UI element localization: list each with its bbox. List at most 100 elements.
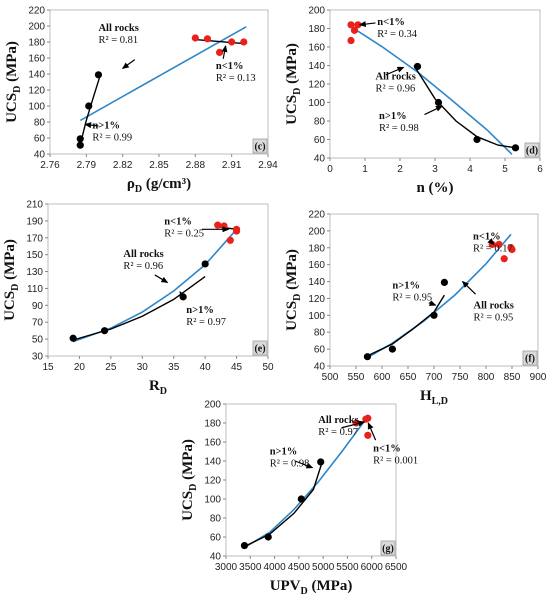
y-axis-label: UCSD (MPa)	[2, 239, 21, 321]
x-tick-label: 6500	[385, 562, 408, 573]
y-tick-label: 200	[308, 6, 325, 17]
y-tick-label: 80	[34, 118, 46, 129]
y-axis-label: UCSD (MPa)	[4, 41, 23, 123]
y-tick-label: 160	[204, 438, 221, 449]
annotation-arrow	[84, 122, 99, 129]
fit-line-all-rocks	[79, 26, 247, 122]
y-tick-label: 170	[26, 233, 43, 244]
annotation-text: R² = 0.001	[373, 456, 418, 467]
x-tick-label: 800	[478, 372, 495, 383]
annotation-arrow	[121, 59, 136, 69]
annotation-arrow	[424, 105, 443, 116]
y-tick-label: 120	[308, 80, 325, 91]
y-axis-label: UCSD (MPa)	[180, 439, 199, 521]
chart-panel: 40 60 80 100 120 140 160 180 200 3000 3500 4000 4500…	[180, 400, 418, 598]
x-tick-label: 2.82	[113, 160, 133, 171]
data-point	[100, 327, 109, 335]
data-point	[240, 541, 249, 550]
y-tick-label: 100	[308, 311, 325, 322]
data-point	[203, 35, 212, 43]
data-point	[347, 36, 355, 45]
y-tick-label: 100	[204, 495, 221, 506]
annotation-text: n<1%	[216, 61, 244, 72]
x-axis-label: ρD (g/cm³)	[127, 176, 191, 195]
y-axis-label: UCSD (MPa)	[284, 43, 303, 125]
y-tick-label: 100	[308, 98, 325, 109]
annotation-text: R² = 0.97	[186, 317, 226, 328]
annotation-arrow	[358, 21, 376, 28]
data-point	[508, 245, 516, 254]
y-tick-label: 120	[204, 476, 221, 487]
fit-line-group	[413, 65, 516, 149]
y-tick-label: 40	[314, 362, 326, 373]
data-point	[297, 495, 305, 503]
data-point	[364, 431, 372, 439]
x-tick-label: 4	[467, 164, 473, 175]
x-tick-label: 3500	[239, 562, 262, 573]
chart-panel: 40 60 80 100 120 140 160 180 200 0 1 2 3 4 5 6 n (%) UCSD…	[284, 6, 543, 197]
y-tick-label: 180	[204, 419, 221, 430]
plot-area	[329, 9, 541, 159]
y-tick-label: 200	[28, 22, 45, 33]
data-point	[388, 345, 396, 353]
x-tick-label: 45	[231, 362, 243, 373]
y-tick-label: 140	[308, 277, 325, 288]
x-axis-label: RD	[149, 378, 167, 397]
data-point	[440, 278, 448, 286]
x-tick-label: 4500	[288, 562, 311, 573]
y-tick-label: 200	[308, 226, 325, 237]
annotation-text: R² = 0.13	[216, 73, 256, 84]
data-point	[226, 236, 234, 244]
y-tick-label: 220	[28, 6, 45, 17]
annotation-text: R² = 0.81	[98, 35, 138, 46]
y-tick-label: 180	[28, 38, 45, 49]
x-tick-label: 700	[426, 372, 443, 383]
panel-label-box	[252, 138, 268, 154]
annotation-arrow	[385, 66, 405, 76]
data-point	[434, 98, 443, 107]
y-tick-label: 90	[32, 301, 44, 312]
chart-panel: 30 50 70 90 110 130 150 170 190 210 15 20 25 30 35 40 45…	[2, 200, 274, 398]
data-point	[191, 34, 199, 42]
y-tick-label: 40	[314, 154, 326, 165]
annotation-text: n<1%	[473, 231, 501, 242]
y-tick-label: 120	[28, 86, 45, 97]
y-tick-label: 60	[34, 134, 46, 145]
panel-label: (c)	[254, 142, 265, 153]
x-tick-label: 25	[105, 362, 117, 373]
annotation-text: R² = 0.34	[377, 29, 417, 40]
x-tick-label: 3000	[215, 562, 238, 573]
y-tick-label: 140	[28, 70, 45, 81]
y-tick-label: 180	[308, 243, 325, 254]
data-point	[363, 353, 372, 361]
annotation-text: R² = 0.96	[123, 261, 163, 272]
annotation-text: R² = 0.98	[379, 123, 419, 134]
y-tick-label: 40	[210, 552, 222, 563]
x-tick-label: 550	[348, 372, 365, 383]
chart-panel: 40 60 80 100 120 140 160 180 200 220 500 550 600 650 7…	[284, 210, 547, 408]
x-tick-label: 1	[362, 164, 368, 175]
x-tick-label: 650	[400, 372, 417, 383]
x-tick-label: 600	[374, 372, 391, 383]
x-tick-label: 20	[74, 362, 86, 373]
x-tick-label: 4000	[263, 562, 286, 573]
annotation-arrow	[294, 460, 314, 469]
y-tick-label: 140	[204, 457, 221, 468]
annotation-text: n<1%	[373, 444, 401, 455]
fit-line-group	[244, 461, 323, 548]
x-tick-label: 2.88	[186, 160, 206, 171]
data-point	[347, 21, 355, 29]
panel-label: (e)	[254, 344, 265, 355]
panel-label-box	[380, 540, 396, 556]
annotation-text: All rocks	[98, 23, 138, 34]
x-tick-label: 2.85	[149, 160, 169, 171]
x-tick-label: 2.79	[77, 160, 97, 171]
annotation-text: R² = 0.17	[473, 243, 513, 254]
data-point	[232, 227, 241, 235]
x-tick-label: 40	[200, 362, 212, 373]
x-tick-label: 15	[42, 362, 54, 373]
annotation-arrow	[341, 420, 366, 429]
annotation-text: R² = 0.95	[474, 313, 514, 324]
y-tick-label: 210	[26, 200, 43, 211]
